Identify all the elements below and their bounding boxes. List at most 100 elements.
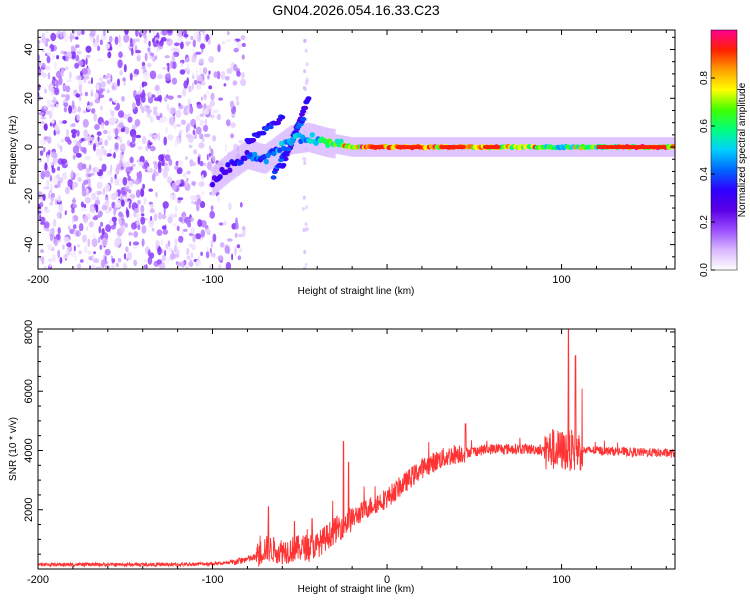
noise-speckle	[180, 41, 184, 50]
noise-speckle	[54, 61, 57, 70]
trace-blob	[209, 181, 216, 188]
noise-speckle	[50, 192, 55, 198]
noise-speckle	[99, 244, 103, 250]
noise-speckle	[192, 234, 196, 243]
noise-speckle	[240, 78, 247, 87]
noise-speckle	[127, 116, 133, 123]
colorbar	[710, 29, 738, 271]
noise-speckle	[173, 193, 177, 201]
noise-speckle	[241, 54, 245, 60]
noise-speckle	[133, 207, 139, 214]
noise-speckle	[161, 213, 167, 220]
noise-speckle	[178, 216, 184, 222]
noise-speckle	[154, 55, 158, 60]
noise-speckle	[138, 161, 144, 167]
noise-speckle	[49, 122, 53, 127]
noise-speckle	[117, 110, 125, 118]
noise-speckle	[188, 85, 192, 93]
noise-speckle	[186, 247, 190, 256]
noise-speckle	[86, 105, 91, 110]
trace-blob	[252, 151, 258, 158]
noise-speckle	[81, 137, 85, 142]
noise-speckle	[185, 125, 189, 134]
noise-speckle	[149, 55, 153, 59]
noise-speckle	[118, 34, 121, 44]
noise-speckle	[72, 154, 76, 160]
noise-speckle	[106, 73, 110, 77]
noise-speckle	[199, 201, 206, 209]
noise-speckle	[64, 210, 67, 216]
noise-speckle	[200, 96, 203, 101]
noise-speckle	[38, 83, 41, 91]
noise-speckle	[113, 220, 117, 227]
noise-speckle	[51, 253, 57, 263]
noise-speckle	[204, 133, 211, 138]
noise-speckle	[145, 146, 149, 151]
noise-speckle	[193, 149, 198, 155]
noise-speckle	[157, 161, 162, 170]
noise-speckle	[197, 156, 201, 165]
noise-speckle	[44, 208, 50, 214]
noise-speckle	[104, 248, 111, 256]
noise-speckle	[77, 244, 80, 248]
noise-speckle	[134, 38, 141, 43]
noise-speckle	[198, 181, 205, 187]
noise-speckle	[226, 67, 233, 75]
noise-speckle	[95, 199, 101, 206]
noise-speckle	[203, 109, 210, 115]
noise-speckle	[132, 102, 136, 110]
noise-speckle	[302, 195, 306, 200]
noise-speckle	[80, 146, 83, 152]
noise-speckle	[224, 76, 230, 81]
noise-speckle	[123, 253, 127, 260]
noise-speckle	[195, 114, 200, 122]
noise-speckle	[84, 155, 91, 161]
noise-speckle	[126, 171, 130, 177]
noise-speckle	[176, 225, 180, 232]
noise-speckle	[124, 188, 129, 193]
noise-speckle	[142, 183, 146, 190]
noise-speckle	[108, 206, 112, 212]
noise-speckle	[303, 249, 307, 254]
noise-speckle	[157, 132, 160, 142]
noise-speckle	[198, 219, 201, 225]
noise-speckle	[85, 57, 88, 65]
noise-speckle	[108, 219, 113, 225]
noise-speckle	[101, 33, 107, 41]
noise-speckle	[95, 204, 99, 213]
noise-speckle	[114, 173, 117, 180]
trace-blob	[277, 147, 283, 153]
noise-speckle	[41, 37, 47, 44]
noise-speckle	[210, 92, 215, 101]
noise-speckle	[187, 98, 191, 106]
noise-speckle	[205, 251, 210, 259]
noise-speckle	[58, 76, 63, 86]
noise-speckle	[129, 166, 134, 171]
noise-speckle	[305, 205, 309, 210]
x-tick-label: 100	[552, 574, 570, 586]
noise-speckle	[212, 135, 217, 142]
noise-speckle	[216, 194, 220, 203]
noise-speckle	[114, 36, 119, 45]
noise-speckle	[164, 55, 170, 59]
noise-speckle	[141, 106, 145, 114]
noise-speckle	[173, 47, 176, 52]
noise-speckle	[50, 151, 58, 159]
noise-speckle	[70, 251, 76, 257]
noise-speckle	[209, 145, 212, 151]
snr-plot	[38, 329, 675, 568]
noise-speckle	[148, 224, 154, 228]
noise-speckle	[148, 142, 153, 146]
noise-speckle	[236, 41, 242, 50]
noise-speckle	[302, 228, 306, 233]
colorbar-tick-label: 0.2	[699, 215, 710, 229]
noise-speckle	[177, 94, 182, 99]
noise-speckle	[218, 97, 224, 101]
noise-speckle	[59, 257, 63, 264]
noise-speckle	[99, 105, 103, 111]
noise-speckle	[185, 133, 192, 139]
noise-speckle	[46, 179, 50, 188]
noise-speckle	[146, 111, 151, 118]
noise-speckle	[305, 62, 309, 67]
noise-speckle	[220, 71, 226, 80]
